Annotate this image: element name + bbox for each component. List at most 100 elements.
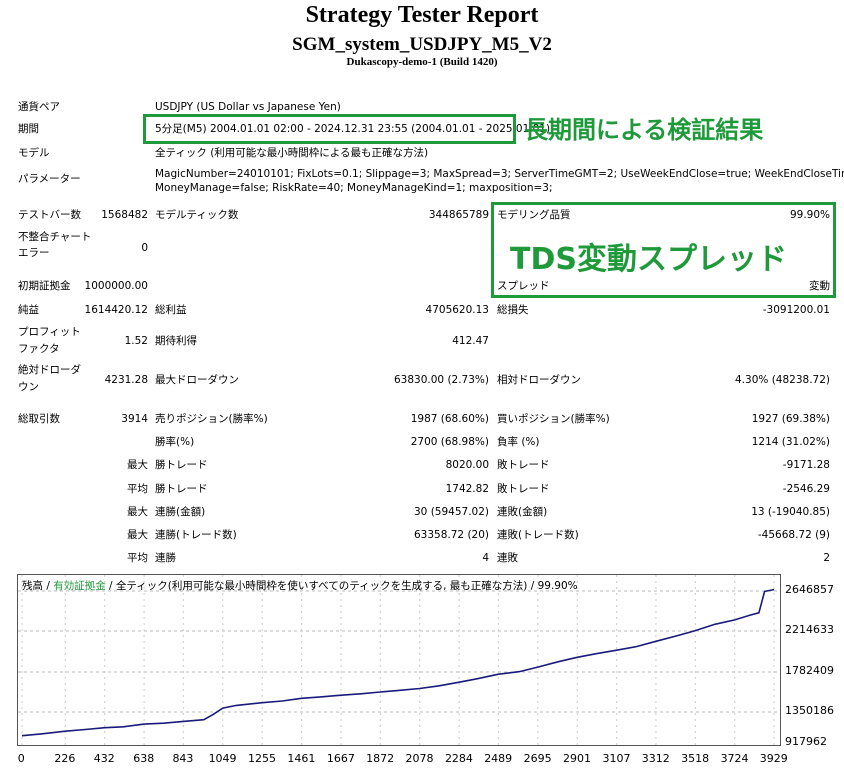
payoff-value: 412.47	[452, 335, 489, 347]
detail-value-left: 1742.82	[445, 483, 489, 495]
quality-value: 99.90%	[789, 209, 830, 221]
bars-value: 1568482	[101, 209, 148, 221]
x-tick-label: 1049	[208, 752, 237, 765]
symbol-label: 通貨ペア	[18, 101, 60, 113]
pf-label-1: プロフィット	[18, 326, 81, 338]
mismatch-label-1: 不整合チャート	[18, 231, 92, 243]
detail-value-left: 30 (59457.02)	[414, 506, 489, 518]
x-tick-label: 2695	[523, 752, 552, 765]
deposit-label: 初期証拠金	[18, 280, 71, 292]
detail-label-left: 連勝(金額)	[155, 506, 206, 518]
balance-chart	[17, 574, 781, 746]
net-label: 純益	[18, 304, 39, 316]
params-label: パラメーター	[18, 173, 81, 185]
x-tick-label: 2489	[484, 752, 513, 765]
spread-label: スプレッド	[497, 280, 550, 292]
payoff-label: 期待利得	[155, 335, 197, 347]
net-value: 1614420.12	[84, 304, 148, 316]
chart-legend: 残高 / 有効証拠金 / 全ティック(利用可能な最小時間枠を使いすべてのティック…	[22, 578, 578, 593]
detail-label-right: 連敗	[497, 552, 518, 564]
rel-dd-label: 相対ドローダウン	[497, 374, 581, 386]
gross-profit-value: 4705620.13	[425, 304, 489, 316]
x-tick-label: 843	[172, 752, 194, 765]
report-title: Strategy Tester Report	[305, 2, 539, 28]
x-tick-label: 2901	[563, 752, 592, 765]
detail-value-right: -45668.72 (9)	[757, 529, 830, 541]
detail-label-left: 連勝	[155, 552, 176, 564]
x-tick-label: 0	[17, 752, 25, 765]
mismatch-label-2: エラー	[18, 247, 50, 259]
period-annotation: 長期間による検証結果	[524, 116, 764, 144]
rel-dd-value: 4.30% (48238.72)	[735, 374, 830, 386]
legend-balance: 残高	[22, 580, 43, 592]
x-tick-label: 226	[54, 752, 76, 765]
period-value: 5分足(M5) 2004.01.01 02:00 - 2024.12.31 23…	[155, 123, 551, 135]
detail-label-left: 勝トレード	[155, 483, 208, 495]
legend-equity: 有効証拠金	[53, 580, 106, 592]
detail-value-left: 8020.00	[445, 459, 489, 471]
abs-dd-label-1: 絶対ドローダ	[18, 364, 81, 376]
quality-label: モデリング品質	[497, 209, 571, 221]
balance-line	[21, 588, 775, 737]
params-line-1: MagicNumber=24010101; FixLots=0.1; Slipp…	[155, 168, 844, 180]
pf-value: 1.52	[124, 335, 148, 347]
loss-label: 負率 (%)	[497, 436, 540, 448]
detail-label-right: 敗トレード	[497, 459, 550, 471]
gross-loss-label: 総損失	[497, 304, 529, 316]
y-tick-label: 917962	[785, 735, 827, 748]
long-label: 買いポジション(勝率%)	[497, 413, 610, 425]
ticks-label: モデルティック数	[155, 209, 239, 221]
x-tick-label: 1461	[287, 752, 316, 765]
win-label: 勝率(%)	[155, 436, 195, 448]
x-tick-label: 2284	[444, 752, 473, 765]
x-tick-label: 1255	[248, 752, 276, 765]
spread-value: 変動	[809, 280, 830, 292]
bars-label: テストバー数	[18, 209, 81, 221]
x-tick-label: 3107	[602, 752, 631, 765]
long-value: 1927 (69.38%)	[751, 413, 830, 425]
loss-value: 1214 (31.02%)	[751, 436, 830, 448]
detail-value-right: 2	[823, 552, 830, 564]
detail-prefix: 平均	[127, 483, 148, 495]
y-tick-label: 2646857	[785, 583, 834, 596]
legend-model: 全ティック(利用可能な最小時間枠を使いすべてのティックを生成する, 最も正確な方…	[115, 580, 578, 592]
x-tick-label: 432	[93, 752, 115, 765]
deposit-value: 1000000.00	[84, 280, 148, 292]
model-label: モデル	[18, 147, 50, 159]
x-tick-label: 2078	[405, 752, 434, 765]
max-dd-value: 63830.00 (2.73%)	[394, 374, 489, 386]
detail-prefix: 平均	[127, 552, 148, 564]
detail-label-right: 連敗(金額)	[497, 506, 548, 518]
legend-separator: /	[43, 580, 54, 592]
x-tick-label: 3929	[759, 752, 788, 765]
detail-prefix: 最大	[127, 506, 148, 518]
gross-loss-value: -3091200.01	[762, 304, 830, 316]
detail-label-right: 敗トレード	[497, 483, 550, 495]
max-dd-label: 最大ドローダウン	[155, 374, 239, 386]
detail-value-right: 13 (-19040.85)	[751, 506, 830, 518]
x-tick-label: 1872	[366, 752, 395, 765]
x-tick-label: 3312	[641, 752, 670, 765]
balance-chart-svg	[18, 575, 780, 745]
period-label: 期間	[18, 123, 39, 135]
x-tick-label: 1667	[326, 752, 355, 765]
y-tick-label: 2214633	[785, 623, 834, 636]
x-tick-label: 638	[133, 752, 155, 765]
win-value: 2700 (68.98%)	[410, 436, 489, 448]
server-name: Dukascopy-demo-1 (Build 1420)	[346, 56, 498, 68]
detail-label-left: 勝トレード	[155, 459, 208, 471]
detail-prefix: 最大	[127, 459, 148, 471]
detail-prefix: 最大	[127, 529, 148, 541]
trades-value: 3914	[121, 413, 148, 425]
gross-profit-label: 総利益	[155, 304, 187, 316]
abs-dd-value: 4231.28	[104, 374, 148, 386]
ticks-value: 344865789	[428, 209, 489, 221]
y-tick-label: 1782409	[785, 664, 834, 677]
detail-value-right: -2546.29	[782, 483, 830, 495]
detail-label-left: 連勝(トレード数)	[155, 529, 237, 541]
mismatch-value: 0	[141, 242, 148, 254]
detail-value-right: -9171.28	[782, 459, 830, 471]
spread-highlight-box	[491, 202, 836, 298]
spread-annotation: TDS変動スプレッド	[510, 242, 787, 277]
abs-dd-label-2: ウン	[18, 381, 39, 393]
